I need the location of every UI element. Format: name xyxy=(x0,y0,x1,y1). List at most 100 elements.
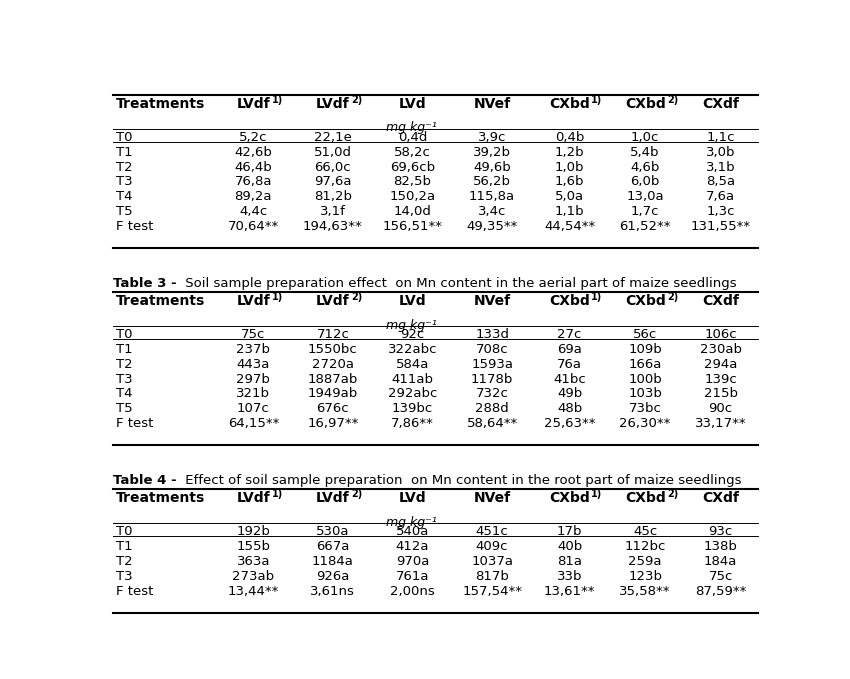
Text: 3,1b: 3,1b xyxy=(706,160,735,174)
Text: 45c: 45c xyxy=(633,525,657,538)
Text: 1): 1) xyxy=(592,292,603,302)
Text: 5,0a: 5,0a xyxy=(555,190,584,203)
Text: CXdf: CXdf xyxy=(702,491,740,505)
Text: 44,54**: 44,54** xyxy=(544,220,595,233)
Text: Treatments: Treatments xyxy=(116,294,206,308)
Text: 3,4c: 3,4c xyxy=(478,205,507,218)
Text: T5: T5 xyxy=(116,205,133,218)
Text: 409c: 409c xyxy=(476,540,508,553)
Text: 584a: 584a xyxy=(396,358,429,371)
Text: 82,5b: 82,5b xyxy=(394,175,432,189)
Text: 112bc: 112bc xyxy=(625,540,666,553)
Text: 35,58**: 35,58** xyxy=(620,585,671,598)
Text: 2): 2) xyxy=(667,489,678,499)
Text: 1,1c: 1,1c xyxy=(706,131,735,144)
Text: T1: T1 xyxy=(116,145,133,159)
Text: 56c: 56c xyxy=(633,328,657,341)
Text: 76,8a: 76,8a xyxy=(235,175,272,189)
Text: 2): 2) xyxy=(351,489,362,499)
Text: 184a: 184a xyxy=(704,555,737,568)
Text: 1): 1) xyxy=(271,489,283,499)
Text: 292abc: 292abc xyxy=(388,388,437,401)
Text: 56,2b: 56,2b xyxy=(473,175,511,189)
Text: 131,55**: 131,55** xyxy=(690,220,751,233)
Text: 192b: 192b xyxy=(236,525,270,538)
Text: F test: F test xyxy=(116,417,154,430)
Text: T2: T2 xyxy=(116,555,133,568)
Text: 42,6b: 42,6b xyxy=(235,145,272,159)
Text: 49b: 49b xyxy=(557,388,582,401)
Text: LVdf: LVdf xyxy=(316,294,349,308)
Text: 75c: 75c xyxy=(241,328,265,341)
Text: 106c: 106c xyxy=(705,328,737,341)
Text: 51,0d: 51,0d xyxy=(314,145,352,159)
Text: NVef: NVef xyxy=(473,97,511,111)
Text: 133d: 133d xyxy=(475,328,509,341)
Text: 1,0b: 1,0b xyxy=(555,160,585,174)
Text: 2): 2) xyxy=(351,292,362,302)
Text: mg kg⁻¹: mg kg⁻¹ xyxy=(386,122,437,134)
Text: 3,0b: 3,0b xyxy=(706,145,735,159)
Text: LVd: LVd xyxy=(399,97,427,111)
Text: CXbd: CXbd xyxy=(625,491,666,505)
Text: 411ab: 411ab xyxy=(392,373,434,386)
Text: LVd: LVd xyxy=(399,294,427,308)
Text: 66,0c: 66,0c xyxy=(314,160,351,174)
Text: F test: F test xyxy=(116,585,154,598)
Text: T1: T1 xyxy=(116,343,133,356)
Text: 676c: 676c xyxy=(316,403,349,416)
Text: 48b: 48b xyxy=(557,403,582,416)
Text: Soil sample preparation effect  on Mn content in the aerial part of maize seedli: Soil sample preparation effect on Mn con… xyxy=(181,277,737,290)
Text: 89,2a: 89,2a xyxy=(235,190,272,203)
Text: T0: T0 xyxy=(116,131,133,144)
Text: Table 3 -: Table 3 - xyxy=(113,277,181,290)
Text: 13,61**: 13,61** xyxy=(544,585,595,598)
Text: CXbd: CXbd xyxy=(625,294,666,308)
Text: 39,2b: 39,2b xyxy=(473,145,511,159)
Text: 8,5a: 8,5a xyxy=(706,175,735,189)
Text: T3: T3 xyxy=(116,570,133,583)
Text: 156,51**: 156,51** xyxy=(382,220,443,233)
Text: LVdf: LVdf xyxy=(236,491,270,505)
Text: 1): 1) xyxy=(271,95,283,105)
Text: T1: T1 xyxy=(116,540,133,553)
Text: 46,4b: 46,4b xyxy=(235,160,272,174)
Text: 1887ab: 1887ab xyxy=(308,373,358,386)
Text: 1,6b: 1,6b xyxy=(555,175,585,189)
Text: 7,86**: 7,86** xyxy=(391,417,434,430)
Text: 2): 2) xyxy=(667,292,678,302)
Text: 817b: 817b xyxy=(475,570,509,583)
Text: 5,2c: 5,2c xyxy=(239,131,268,144)
Text: 64,15**: 64,15** xyxy=(228,417,279,430)
Text: 27c: 27c xyxy=(558,328,582,341)
Text: CXbd: CXbd xyxy=(549,491,590,505)
Text: 6,0b: 6,0b xyxy=(631,175,660,189)
Text: 3,1f: 3,1f xyxy=(320,205,346,218)
Text: 41bc: 41bc xyxy=(553,373,586,386)
Text: T2: T2 xyxy=(116,160,133,174)
Text: 75c: 75c xyxy=(708,570,733,583)
Text: 443a: 443a xyxy=(236,358,270,371)
Text: 294a: 294a xyxy=(704,358,737,371)
Text: 667a: 667a xyxy=(316,540,349,553)
Text: CXbd: CXbd xyxy=(549,97,590,111)
Text: 3,9c: 3,9c xyxy=(478,131,507,144)
Text: 13,44**: 13,44** xyxy=(228,585,279,598)
Text: 138b: 138b xyxy=(704,540,738,553)
Text: 1550bc: 1550bc xyxy=(308,343,358,356)
Text: 87,59**: 87,59** xyxy=(695,585,746,598)
Text: 321b: 321b xyxy=(236,388,270,401)
Text: 97,6a: 97,6a xyxy=(314,175,352,189)
Text: F test: F test xyxy=(116,220,154,233)
Text: 2720a: 2720a xyxy=(312,358,354,371)
Text: 123b: 123b xyxy=(628,570,662,583)
Text: 109b: 109b xyxy=(628,343,662,356)
Text: CXbd: CXbd xyxy=(549,294,590,308)
Text: CXbd: CXbd xyxy=(625,97,666,111)
Text: LVdf: LVdf xyxy=(316,97,349,111)
Text: 363a: 363a xyxy=(236,555,270,568)
Text: 73bc: 73bc xyxy=(629,403,661,416)
Text: CXdf: CXdf xyxy=(702,97,740,111)
Text: 259a: 259a xyxy=(628,555,662,568)
Text: NVef: NVef xyxy=(473,491,511,505)
